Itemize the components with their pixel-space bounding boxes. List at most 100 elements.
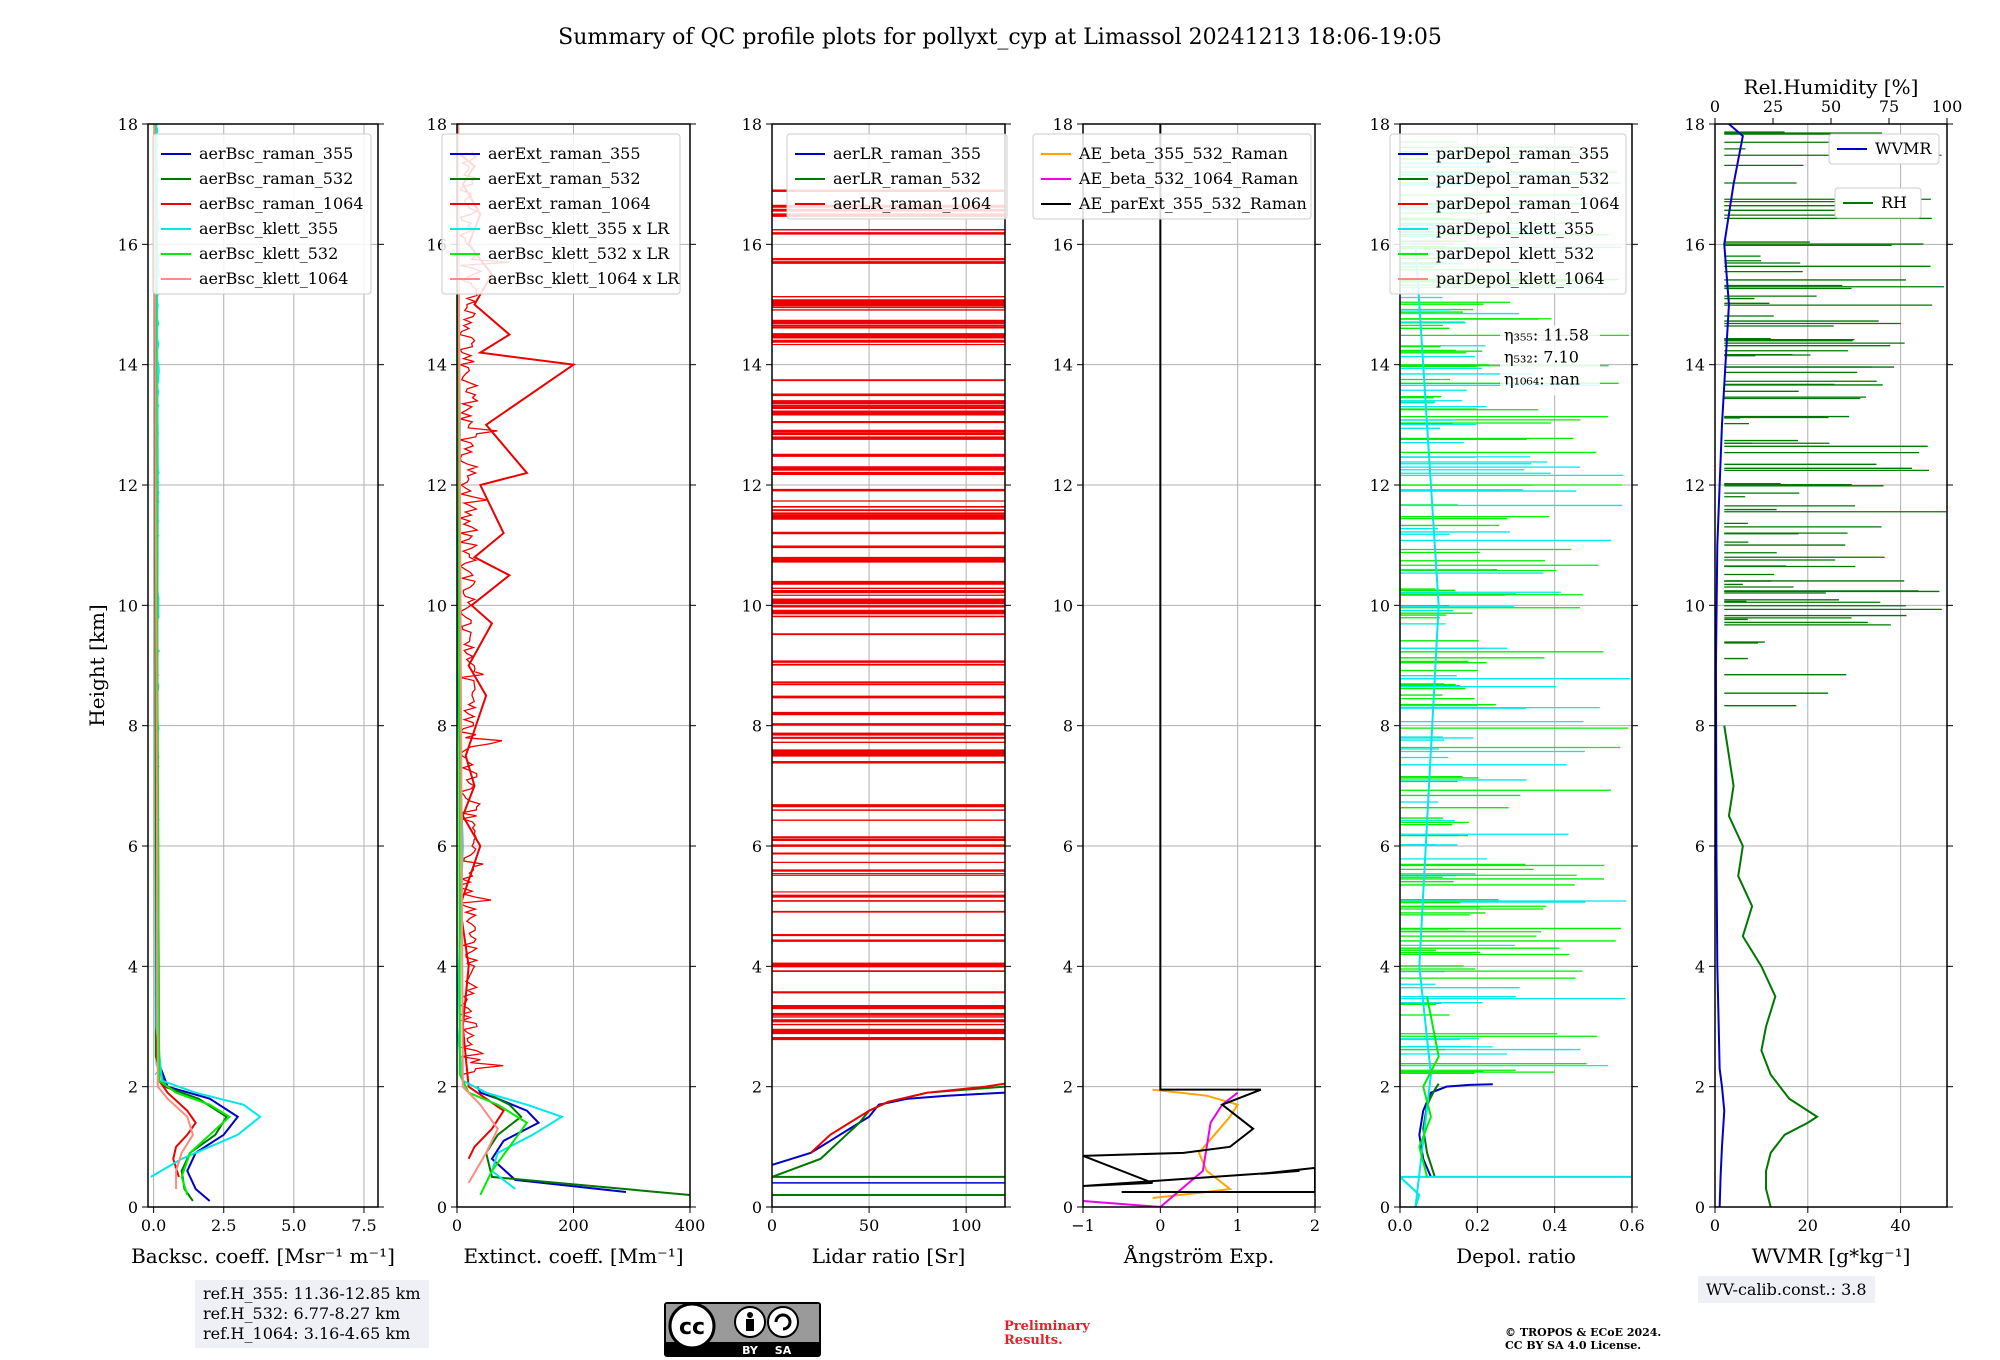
cc-circle-icon <box>668 1302 716 1350</box>
y-tick-label: 0 <box>128 1198 138 1217</box>
legend: AE_beta_355_532_Raman AE_beta_532_1064_Ra… <box>1032 133 1312 220</box>
y-tick-label: 8 <box>1063 717 1073 736</box>
x-tick-label: 0 <box>1710 1216 1720 1235</box>
x-axis-label: Extinct. coeff. [Mm⁻¹] <box>463 1244 683 1268</box>
top-axis-label: Rel.Humidity [%] <box>1744 75 1919 99</box>
x-tick-label: 50 <box>859 1216 879 1235</box>
legend-label: aerBsc_klett_532 <box>199 244 338 263</box>
x-axis-label: Lidar ratio [Sr] <box>812 1244 966 1268</box>
y-tick-label: 2 <box>1695 1078 1705 1097</box>
y-tick-label: 18 <box>1370 115 1390 134</box>
cc-sa-text: SA <box>775 1344 792 1357</box>
y-tick-label: 12 <box>1053 476 1073 495</box>
cc-cc-glyph: cc <box>679 1315 705 1340</box>
legend-label: AE_parExt_355_532_Raman <box>1078 194 1307 213</box>
eta-annotations: η₃₅₅: 11.58 η₅₃₂: 7.10 η₁₀₆₄: nan <box>1500 325 1600 396</box>
x-axis-label: WVMR [g*kg⁻¹] <box>1752 1244 1911 1268</box>
cc-by-person-body <box>746 1319 754 1331</box>
x-tick-label: −1 <box>1071 1216 1095 1235</box>
panel-data-area <box>1715 124 1947 1207</box>
y-tick-label: 4 <box>1063 957 1073 976</box>
legend-label: parDepol_klett_1064 <box>1436 269 1605 288</box>
legend-label: aerBsc_raman_1064 <box>199 194 364 213</box>
y-tick-label: 14 <box>1370 356 1390 375</box>
top-x-tick-label: 50 <box>1821 97 1841 116</box>
y-tick-label: 8 <box>437 717 447 736</box>
legend-wvmr: WVMR <box>1828 133 1940 165</box>
x-tick-label: 5.0 <box>281 1216 306 1235</box>
legend-label: parDepol_raman_1064 <box>1436 194 1620 213</box>
x-tick-label: 200 <box>558 1216 589 1235</box>
series-line-aerBsc_klett_1064 <box>153 124 194 1189</box>
cc-by-person-head <box>747 1312 753 1318</box>
y-tick-label: 16 <box>1370 235 1390 254</box>
legend-box <box>441 133 681 295</box>
y-tick-label: 2 <box>128 1078 138 1097</box>
y-tick-label: 8 <box>1695 717 1705 736</box>
x-axis-label: Backsc. coeff. [Msr⁻¹ m⁻¹] <box>131 1244 395 1268</box>
y-tick-label: 2 <box>1380 1078 1390 1097</box>
y-tick-label: 16 <box>1053 235 1073 254</box>
y-tick-label: 10 <box>742 596 762 615</box>
y-axis-label: Height [km] <box>85 604 109 726</box>
eta-annotation: η₃₅₅: 11.58 <box>1504 326 1589 345</box>
legend: aerExt_raman_355 aerExt_raman_532 aerExt_r… <box>441 133 681 295</box>
legend-box <box>1389 133 1627 295</box>
x-tick-label: 20 <box>1798 1216 1818 1235</box>
copyright-note: © TROPOS & ECoE 2024. CC BY SA 4.0 Licen… <box>1505 1326 1661 1352</box>
panel-depolarization: 0.0 0.2 0.4 0.6 0 2 4 6 8 10 12 14 16 18 Depol. ratio p… <box>1370 115 1645 1268</box>
x-tick-label: 1 <box>1233 1216 1243 1235</box>
legend-label: aerLR_raman_1064 <box>833 194 991 213</box>
y-tick-label: 0 <box>437 1198 447 1217</box>
y-tick-label: 2 <box>1063 1078 1073 1097</box>
cc-sa-arrow <box>774 1313 792 1331</box>
panel-data-area <box>1400 141 1632 1207</box>
series-line-aerExt_raman_1064 <box>458 153 577 1160</box>
x-tick-label: 0.4 <box>1542 1216 1567 1235</box>
cc-license-badge: cc BY SA <box>664 1302 821 1357</box>
y-tick-label: 6 <box>1695 837 1705 856</box>
series-line-AE_parExt_355_532_Raman <box>1083 124 1315 1193</box>
legend-label: aerBsc_klett_1064 x LR <box>488 269 680 288</box>
legend-label: RH <box>1881 193 1907 212</box>
series-line-WVMR <box>1715 124 1744 1207</box>
legend: aerLR_raman_355 aerLR_raman_532 aerLR_rama… <box>786 133 1008 220</box>
legend-label: parDepol_klett_355 <box>1436 219 1594 238</box>
y-tick-label: 16 <box>1685 235 1705 254</box>
series-line-aerLR_raman_532 <box>772 1085 1005 1178</box>
legend-label: aerExt_raman_532 <box>488 169 641 188</box>
ref-height-1064: ref.H_1064: 3.16-4.65 km <box>203 1324 411 1343</box>
y-tick-label: 18 <box>118 115 138 134</box>
panel-frame <box>771 123 1006 1208</box>
x-tick-label: 0 <box>452 1216 462 1235</box>
panel-frame <box>147 123 379 1208</box>
x-tick-label: 0.0 <box>141 1216 166 1235</box>
y-tick-label: 2 <box>752 1078 762 1097</box>
legend-label: aerBsc_klett_1064 <box>199 269 348 288</box>
top-x-tick-label: 100 <box>1932 97 1963 116</box>
y-tick-label: 2 <box>437 1078 447 1097</box>
y-tick-label: 4 <box>1380 957 1390 976</box>
legend-label: aerExt_raman_1064 <box>488 194 651 213</box>
top-x-tick-label: 25 <box>1763 97 1783 116</box>
y-tick-label: 0 <box>1063 1198 1073 1217</box>
y-tick-label: 4 <box>128 957 138 976</box>
eta-annotation: η₅₃₂: 7.10 <box>1504 348 1579 367</box>
y-tick-label: 8 <box>1380 717 1390 736</box>
y-tick-label: 6 <box>1063 837 1073 856</box>
legend-label: aerLR_raman_532 <box>833 169 981 188</box>
y-tick-label: 14 <box>1685 356 1705 375</box>
y-tick-label: 6 <box>752 837 762 856</box>
y-tick-label: 0 <box>1380 1198 1390 1217</box>
series-line-aerBsc_klett_532 x LR <box>457 124 529 1196</box>
reference-height-box: ref.H_355: 11.36-12.85 km ref.H_532: 6.7… <box>195 1280 429 1348</box>
series-line-parDepol_klett_355 <box>1400 244 1632 1207</box>
panel-water_vapor: 0 20 40 0 2 4 6 8 10 12 14 16 18 WVMR [g*kg⁻¹] 0 25 50 75… <box>1685 75 1963 1268</box>
preliminary-line-2: Results. <box>1004 1333 1063 1348</box>
y-tick-label: 0 <box>752 1198 762 1217</box>
y-tick-label: 14 <box>427 356 447 375</box>
y-tick-label: 6 <box>437 837 447 856</box>
series-line-parDepol_klett_532 <box>1418 996 1440 1178</box>
